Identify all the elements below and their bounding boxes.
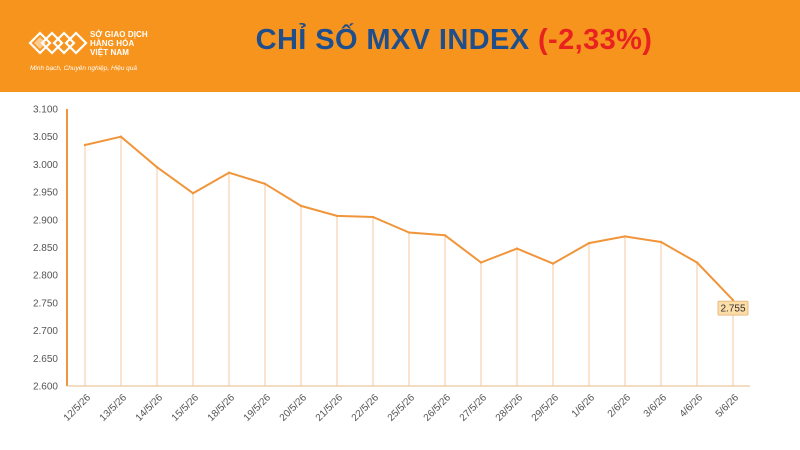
mxv-logo-icon [28,31,88,55]
data-point [335,214,339,218]
data-point [263,182,267,185]
data-point [695,261,699,264]
page-title: CHỈ SỐ MXV INDEX (-2,33%) [0,24,800,57]
data-point [659,240,663,244]
x-tick-label: 20/5/26 [278,392,310,424]
x-tick-label: 19/5/26 [242,392,274,424]
y-tick-label: 2.750 [33,298,58,309]
x-tick-label: 15/5/26 [170,392,202,424]
x-tick-label: 18/5/26 [206,392,238,424]
title-change: (-2,33%) [537,24,653,56]
x-tick-label: 29/5/26 [530,392,562,424]
data-point [155,165,159,169]
data-point [587,241,591,245]
header-banner: SỞ GIAO DỊCH HÀNG HÓA VIỆT NAM Minh bạch… [0,0,800,92]
y-tick-label: 3.100 [33,105,58,116]
data-point [227,171,231,174]
x-tick-label: 22/5/26 [350,392,382,424]
logo-text: SỞ GIAO DỊCH HÀNG HÓA VIỆT NAM [90,30,148,57]
y-tick-label: 2.950 [33,188,58,199]
x-tick-label: 4/6/26 [678,392,706,420]
mxv-logo: SỞ GIAO DỊCH HÀNG HÓA VIỆT NAM Minh bạch… [28,26,188,76]
x-tick-label: 12/5/26 [62,392,94,424]
data-point [407,231,411,234]
data-point [83,143,87,147]
x-tick-label: 2/6/26 [606,392,634,420]
x-tick-label: 13/5/26 [98,392,130,424]
y-tick-label: 2.850 [33,243,58,254]
y-tick-label: 2.600 [33,382,58,393]
data-point [443,234,447,237]
mxv-index-line-chart: 2.600 2.650 2.700 2.750 2.800 2.850 2.900 2.950… [33,105,750,424]
x-tick-label: 21/5/26 [314,392,346,424]
y-tick-label: 3.000 [33,160,58,171]
x-tick-label: 5/6/26 [714,392,742,420]
logo-line-3: VIỆT NAM [90,48,130,57]
x-tick-label: 25/5/26 [386,392,418,424]
y-tick-label: 2.650 [33,354,58,365]
title-text: CHỈ SỐ MXV INDEX [255,24,530,56]
x-tick-label: 1/6/26 [570,392,598,420]
data-point [515,247,519,250]
x-tick-label: 27/5/26 [458,392,490,424]
logo-line-2: HÀNG HÓA [90,39,135,48]
x-tick-label: 3/6/26 [642,392,670,420]
y-tick-label: 3.050 [33,132,58,143]
data-point [119,135,123,138]
y-tick-label: 2.900 [33,215,58,226]
data-point [479,261,483,264]
data-point [191,192,195,195]
x-tick-label: 28/5/26 [494,392,526,424]
x-tick-label: 26/5/26 [422,392,454,424]
y-tick-label: 2.800 [33,271,58,282]
logo-slogan: Minh bạch, Chuyên nghiệp, Hiệu quả [30,65,137,72]
data-point [623,235,627,238]
last-value-label-box [717,300,749,316]
last-value-label: 2.755 [720,304,745,315]
data-point [371,215,375,219]
x-tick-label: 14/5/26 [134,392,166,424]
data-point [551,262,555,265]
y-tick-label: 2.700 [33,326,58,337]
data-point [299,204,303,208]
logo-line-1: SỞ GIAO DỊCH [90,30,148,39]
